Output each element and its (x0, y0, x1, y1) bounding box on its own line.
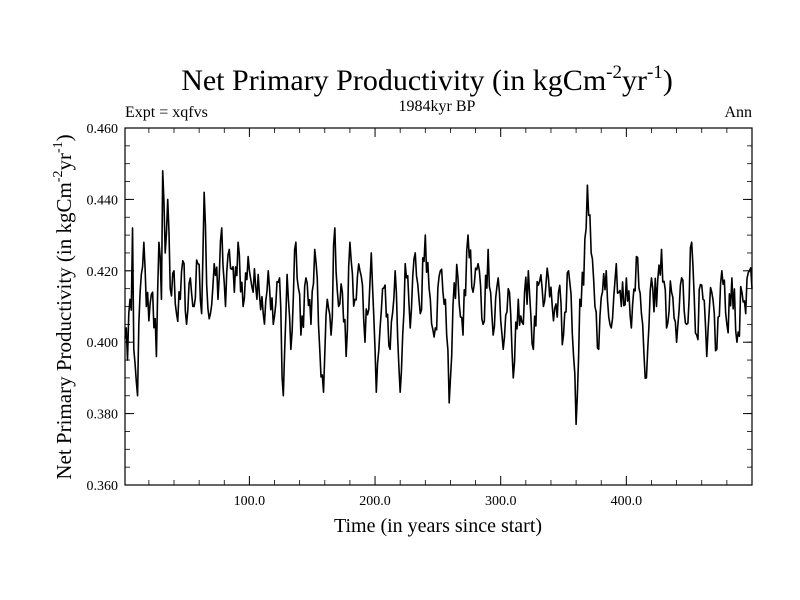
y-tick-label: 0.440 (87, 193, 119, 208)
x-axis-label: Time (in years since start) (334, 515, 542, 537)
y-tick-label: 0.360 (87, 479, 119, 494)
chart-title-exp2: -1 (647, 62, 663, 83)
chart-title-mid: yr (622, 64, 647, 97)
axis-ticks (125, 127, 752, 486)
subtitle-experiment: Expt = xqfvs (125, 104, 208, 121)
y-axis-label-main: Net Primary Productivity (in kgCm (52, 182, 76, 479)
series-line (124, 170, 753, 426)
y-axis-label-exp1: -2 (51, 171, 66, 183)
chart-title-end: ) (663, 64, 673, 97)
x-tick-label: 200.0 (359, 494, 391, 509)
x-tick-label: 300.0 (485, 494, 517, 509)
y-tick-label: 0.460 (87, 122, 119, 137)
subtitle-season: Ann (724, 104, 752, 121)
axis-tick-labels: 0.360 0.380 0.400 0.420 0.440 0.460 100.0 200.0… (87, 122, 643, 509)
y-axis-label-exp2: -1 (51, 141, 66, 153)
y-axis-label-mid: yr (52, 153, 76, 171)
chart-title-exp1: -2 (606, 62, 622, 83)
y-axis-label-end: ) (52, 134, 76, 141)
chart-title: Net Primary Productivity (in kgCm-2yr-1) (181, 62, 673, 97)
chart-title-main: Net Primary Productivity (in kgCm (181, 64, 606, 97)
data-series (124, 170, 753, 426)
x-tick-label: 400.0 (611, 494, 643, 509)
y-tick-label: 0.420 (87, 265, 119, 280)
y-tick-label: 0.400 (87, 336, 119, 351)
y-tick-label: 0.380 (87, 408, 119, 423)
y-axis-label: Net Primary Productivity (in kgCm-2yr-1) (51, 134, 76, 479)
plot-frame (124, 127, 753, 486)
subtitle-period: 1984kyr BP (399, 98, 476, 115)
x-tick-label: 100.0 (234, 494, 266, 509)
